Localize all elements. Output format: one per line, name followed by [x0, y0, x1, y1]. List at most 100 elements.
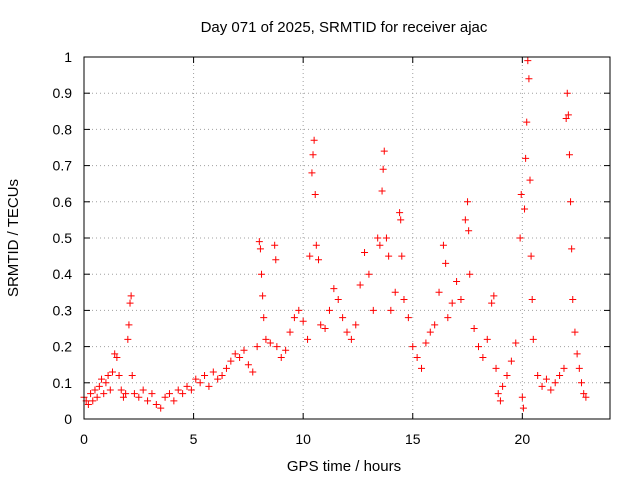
data-point — [494, 390, 502, 398]
data-point — [334, 296, 342, 304]
y-tick-label: 0.1 — [53, 375, 73, 391]
data-point — [89, 397, 97, 405]
data-point — [523, 118, 531, 126]
data-point — [106, 386, 114, 394]
data-point — [87, 390, 95, 398]
data-point — [125, 321, 133, 329]
data-point — [273, 343, 281, 351]
data-point — [521, 205, 529, 213]
data-point — [499, 382, 507, 390]
data-point — [413, 353, 421, 361]
y-tick-label: 0.5 — [53, 230, 73, 246]
data-point — [108, 368, 116, 376]
data-point — [409, 343, 417, 351]
data-point — [400, 296, 408, 304]
x-tick-label: 15 — [405, 431, 421, 447]
data-point — [179, 390, 187, 398]
data-point — [527, 252, 535, 260]
data-point — [111, 350, 119, 358]
y-tick-label: 0 — [64, 411, 72, 427]
data-point — [369, 306, 377, 314]
data-point — [115, 372, 123, 380]
data-point — [218, 372, 226, 380]
data-point — [161, 393, 169, 401]
data-point — [391, 288, 399, 296]
data-point — [518, 393, 526, 401]
data-point — [542, 375, 550, 383]
y-tick-label: 1 — [64, 49, 72, 65]
data-point — [290, 314, 298, 322]
data-point — [488, 299, 496, 307]
data-point — [517, 191, 525, 199]
data-point — [266, 339, 274, 347]
data-point — [152, 401, 160, 409]
data-point — [130, 390, 138, 398]
data-point — [321, 325, 329, 332]
data-point — [102, 379, 110, 387]
data-point — [148, 390, 156, 398]
data-point — [330, 285, 338, 293]
data-point — [256, 245, 264, 253]
data-point — [308, 169, 316, 177]
data-point — [209, 368, 217, 376]
data-point — [448, 299, 456, 307]
data-point — [236, 353, 244, 361]
data-point — [453, 277, 461, 285]
data-point — [562, 115, 570, 123]
data-point — [526, 176, 534, 184]
data-point — [259, 292, 267, 300]
data-point — [490, 292, 498, 300]
data-point — [104, 372, 112, 380]
data-point — [492, 364, 500, 372]
data-point — [170, 397, 178, 405]
y-tick-label: 0.6 — [53, 194, 73, 210]
x-tick-label: 10 — [295, 431, 311, 447]
data-point — [214, 375, 222, 383]
data-point — [352, 321, 360, 329]
data-point — [376, 241, 384, 249]
data-point — [183, 382, 191, 390]
plot-frame — [83, 56, 611, 420]
data-point — [422, 339, 430, 347]
data-point — [519, 404, 527, 412]
data-point — [311, 191, 319, 199]
data-point — [560, 364, 568, 372]
y-tick-label: 0.8 — [53, 121, 73, 137]
data-point — [122, 390, 130, 398]
data-point — [398, 252, 406, 260]
data-point — [444, 314, 452, 322]
data-point — [431, 321, 439, 329]
data-point — [374, 234, 382, 242]
data-point — [315, 256, 323, 264]
data-point — [128, 372, 136, 380]
data-point — [127, 292, 135, 300]
data-point — [529, 335, 537, 343]
data-point — [396, 209, 404, 217]
data-point — [547, 386, 555, 394]
data-point — [426, 328, 434, 336]
data-point — [271, 241, 279, 249]
data-point — [258, 270, 266, 278]
data-point — [187, 386, 195, 394]
data-point — [100, 390, 108, 398]
data-point — [387, 306, 395, 314]
data-point — [512, 339, 520, 347]
data-point — [192, 375, 200, 383]
data-point — [524, 57, 532, 65]
data-point — [483, 335, 491, 343]
data-point — [442, 259, 450, 267]
data-point — [466, 270, 474, 278]
data-point — [227, 357, 235, 365]
data-point — [528, 296, 536, 304]
x-axis-label: GPS time / hours — [287, 458, 401, 475]
data-point — [144, 397, 152, 405]
data-point — [317, 321, 325, 329]
data-point — [380, 147, 388, 155]
data-point — [418, 364, 426, 372]
y-tick-label: 0.2 — [53, 339, 73, 355]
data-point — [260, 314, 268, 322]
data-point — [575, 364, 583, 372]
data-point — [240, 346, 248, 354]
data-point — [538, 382, 546, 390]
data-point — [84, 401, 92, 409]
